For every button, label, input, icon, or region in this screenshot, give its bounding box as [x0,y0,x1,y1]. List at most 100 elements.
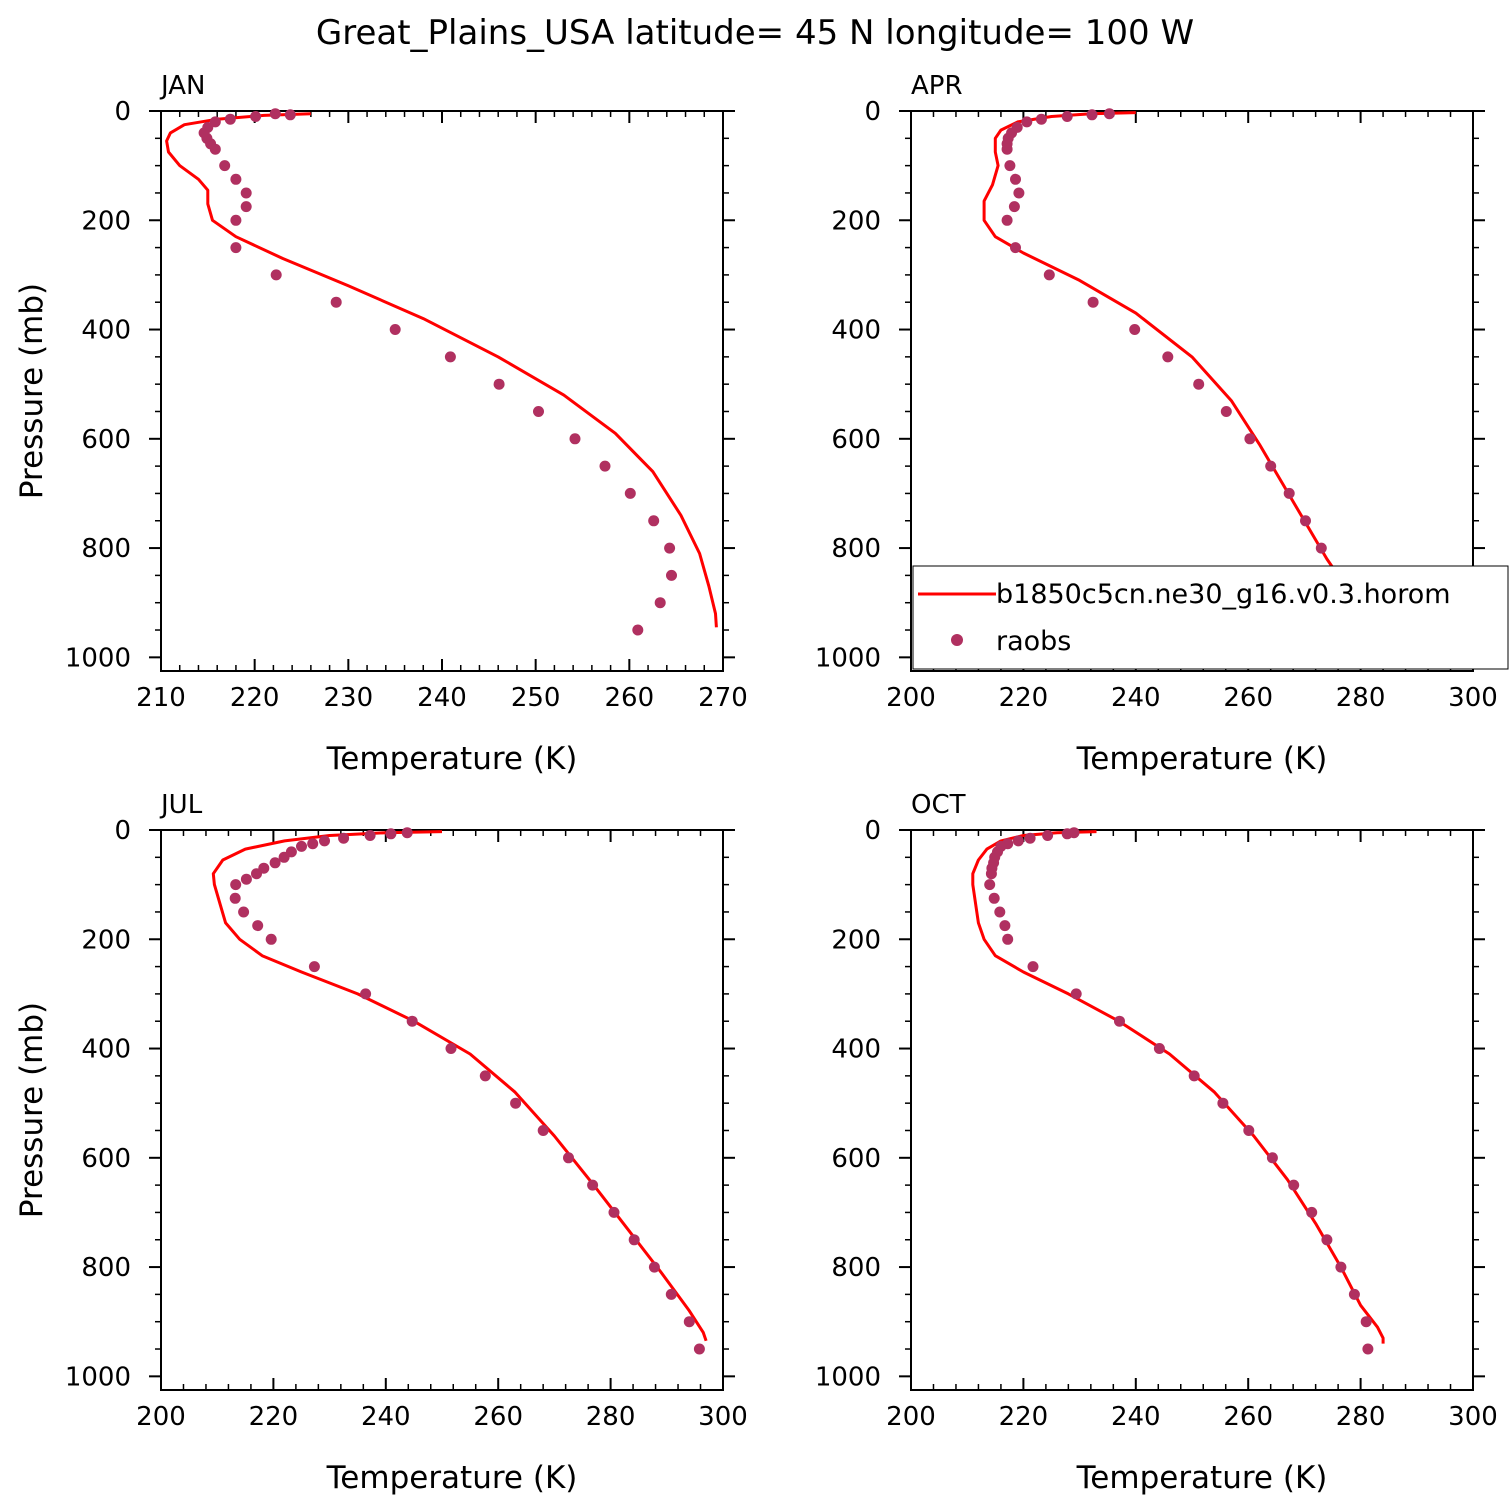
x-tick-label: 300 [1448,1402,1498,1432]
x-tick-label: 220 [230,683,280,713]
obs-point-apr [1061,111,1073,122]
obs-point-jan [330,296,342,308]
obs-point-jan [533,406,544,417]
legend-obs-label: raobs [996,626,1071,657]
obs-point-jan [666,569,677,581]
obs-point-jul [230,879,242,891]
obs-point-apr [1043,269,1055,281]
obs-point-oct [1362,1343,1374,1355]
obs-point-oct [1217,1097,1229,1109]
x-tick-label: 240 [1111,683,1161,713]
y-tick-label: 1000 [65,1362,131,1392]
model-profile-line-jan [165,112,718,628]
obs-point-jul [360,988,372,1000]
y-tick-label: 600 [81,425,131,455]
x-tick-label: 260 [605,683,655,713]
panel-jan: JAN 210 220 230 240 250 260 270 0 200 400 600 800 100… [14,71,748,777]
obs-point-jul [269,857,281,869]
figure-title: Great_Plains_USA latitude= 45 N longitud… [316,13,1194,53]
x-tick-label: 260 [473,1402,523,1432]
obs-point-apr [1244,433,1256,445]
obs-point-jul [278,851,290,863]
obs-point-oct [1321,1234,1333,1246]
obs-point-oct [1002,933,1014,945]
x-tick-label: 220 [999,683,1049,713]
obs-point-oct [1061,828,1073,840]
obs-point-jul [479,1070,491,1082]
obs-point-jan [444,351,456,363]
obs-point-apr [1001,143,1013,155]
panel-label-jul: JUL [159,790,203,820]
obs-point-apr [1010,173,1021,185]
obs-point-jul [693,1343,705,1355]
x-tick-label: 280 [1336,683,1386,713]
y-tick-label: 200 [81,206,131,236]
y-axis-title: Pressure (mb) [14,1002,50,1218]
obs-point-apr [1300,515,1311,527]
obs-point-jul [338,832,350,844]
obs-point-jul [251,868,262,880]
obs-point-jan [230,242,242,254]
x-tick-label: 200 [886,1402,936,1432]
y-tick-label: 200 [81,925,131,955]
obs-point-jul [385,828,397,840]
x-tick-label: 200 [136,1402,186,1432]
obs-point-jul [587,1179,599,1191]
obs-point-jul [537,1125,549,1136]
y-tick-label: 400 [831,1035,881,1065]
y-tick-label: 800 [831,534,881,564]
obs-point-jul [308,961,320,973]
panel-label-jan: JAN [159,71,205,101]
obs-point-oct [999,920,1011,932]
obs-point-oct [985,868,997,880]
x-tick-label: 240 [361,1402,411,1432]
obs-point-jul [296,840,307,852]
x-tick-label: 250 [511,683,561,713]
obs-point-jan [240,187,252,199]
obs-point-jul [319,835,330,847]
obs-point-jul [240,873,252,885]
x-tick-label: 230 [324,683,374,713]
obs-point-jul [665,1288,677,1300]
x-tick-label: 240 [417,683,467,713]
obs-point-jul [628,1234,640,1246]
legend: b1850c5cn.ne30_g16.v0.3.horom raobs [912,565,1509,670]
obs-point-jul [648,1261,660,1273]
model-profile-line-apr [982,111,1376,626]
obs-point-jul [406,1015,418,1027]
y-tick-label: 400 [81,1035,131,1065]
y-tick-label: 600 [81,1144,131,1174]
obs-point-apr [1220,406,1232,417]
legend-model-label: b1850c5cn.ne30_g16.v0.3.horom [996,579,1451,610]
obs-point-jul [265,933,277,945]
legend-box [912,565,1509,670]
y-tick-label: 0 [864,97,881,127]
obs-point-apr [1021,116,1033,128]
obs-point-jan [224,113,236,125]
panel-label-oct: OCT [911,790,966,820]
obs-point-apr [1004,160,1016,172]
obs-point-apr [1129,324,1141,335]
obs-point-jan [284,109,296,121]
obs-point-jan [270,269,282,281]
obs-point-jan [569,433,581,445]
x-axis-title: Temperature (K) [326,1460,578,1496]
x-tick-label: 220 [999,1402,1049,1432]
obs-point-apr [1010,242,1021,254]
y-tick-label: 800 [81,534,131,564]
obs-point-oct [1243,1125,1255,1136]
plot-frame-apr [910,110,1474,672]
obs-point-apr [1162,351,1174,363]
y-tick-label: 1000 [65,643,131,673]
obs-point-jan [269,108,281,120]
x-tick-label: 280 [1336,1402,1386,1432]
y-tick-label: 1000 [815,1362,881,1392]
obs-point-oct [1306,1206,1318,1218]
y-tick-label: 600 [831,1144,881,1174]
obs-point-jan [599,460,611,472]
obs-point-jan [230,214,242,226]
obs-point-apr [1087,296,1099,308]
x-tick-label: 270 [698,683,748,713]
obs-point-jan [664,542,676,554]
obs-point-jul [401,827,413,839]
